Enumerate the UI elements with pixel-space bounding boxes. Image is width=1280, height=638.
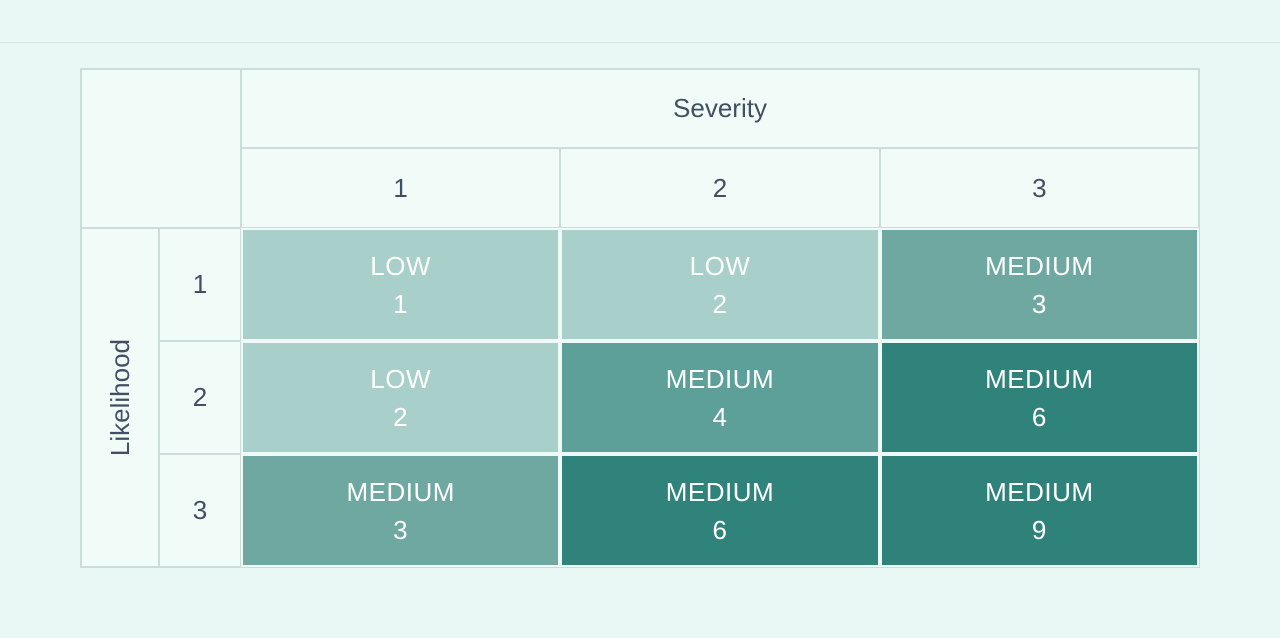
matrix-cell: LOW 2	[241, 341, 561, 454]
likelihood-axis-cell: Likelihood	[81, 228, 159, 567]
matrix-cell: MEDIUM 3	[879, 228, 1199, 341]
cell-risk-level: LOW	[370, 363, 432, 394]
severity-axis-label: Severity	[241, 69, 1199, 148]
likelihood-row-header: 3	[159, 454, 241, 567]
matrix-corner-cell	[81, 69, 241, 228]
cell-risk-score: 1	[393, 288, 409, 319]
cell-risk-level: MEDIUM	[665, 476, 775, 507]
cell-risk-score: 3	[393, 514, 409, 545]
cell-risk-level: LOW	[370, 250, 432, 281]
cell-risk-score: 6	[712, 514, 728, 545]
cell-risk-score: 2	[393, 401, 409, 432]
cell-risk-score: 9	[1031, 514, 1047, 545]
severity-col-header: 1	[241, 148, 561, 228]
likelihood-row-header: 1	[159, 228, 241, 341]
matrix-cell: LOW 1	[241, 228, 561, 341]
matrix-cell: LOW 2	[560, 228, 880, 341]
matrix-cell: MEDIUM 6	[560, 454, 880, 567]
cell-risk-level: MEDIUM	[665, 363, 775, 394]
cell-risk-level: MEDIUM	[346, 476, 455, 507]
cell-risk-score: 3	[1031, 288, 1047, 319]
cell-risk-level: MEDIUM	[985, 250, 1094, 281]
severity-col-header: 3	[879, 148, 1199, 228]
top-divider-line	[0, 42, 1280, 43]
severity-col-header: 2	[560, 148, 880, 228]
risk-matrix-table: Severity Likelihood 1 2 3 1 2 3 LOW 1 LOW 2 MEDIUM…	[80, 68, 1200, 568]
matrix-cell: MEDIUM 6	[879, 341, 1199, 454]
cell-risk-level: LOW	[689, 250, 751, 281]
cell-risk-score: 2	[712, 288, 728, 319]
cell-risk-level: MEDIUM	[985, 476, 1094, 507]
likelihood-row-header: 2	[159, 341, 241, 454]
matrix-cell: MEDIUM 4	[560, 341, 880, 454]
matrix-cell: MEDIUM 9	[879, 454, 1199, 567]
cell-risk-level: MEDIUM	[985, 363, 1094, 394]
cell-risk-score: 6	[1031, 401, 1047, 432]
matrix-cell: MEDIUM 3	[241, 454, 561, 567]
likelihood-axis-label: Likelihood	[104, 338, 135, 457]
cell-risk-score: 4	[712, 401, 728, 432]
